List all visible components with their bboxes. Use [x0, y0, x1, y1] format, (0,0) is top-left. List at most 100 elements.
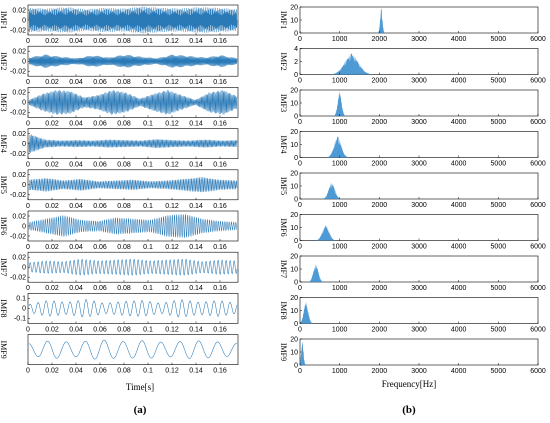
x-tick-label: 2000	[372, 244, 388, 251]
axes-frame	[299, 255, 539, 283]
y-tick-label: -0.02	[10, 233, 26, 240]
imf-spectrum	[300, 263, 538, 282]
y-tick-label: 0.02	[12, 49, 26, 56]
x-tick-label: 0.14	[189, 285, 203, 292]
x-tick-label: 3000	[411, 285, 427, 292]
x-tick-label: 0	[298, 119, 302, 126]
x-tick-label: 6000	[530, 119, 546, 126]
imf-label: IMF8	[279, 301, 288, 319]
x-tick-label: 5000	[491, 119, 507, 126]
y-tick-label: 0	[22, 265, 26, 272]
imf-waveform	[28, 90, 238, 115]
x-tick-label: 0	[26, 203, 30, 210]
axes-frame	[299, 48, 539, 75]
x-tick-label: 0.1	[143, 79, 153, 86]
x-tick-label: 0	[26, 120, 30, 127]
x-tick-label: 0.12	[165, 79, 179, 86]
x-tick-label: 3000	[411, 78, 427, 85]
imf-spectrum	[300, 136, 538, 158]
x-tick-label: 0.06	[93, 368, 107, 375]
imf-label: IMF4	[279, 135, 288, 153]
y-tick-label: 20	[290, 253, 298, 260]
imf-spectrum	[300, 53, 538, 75]
axes-frame	[27, 334, 239, 365]
y-tick-label: 10	[290, 266, 298, 273]
x-tick-label: 5000	[491, 244, 507, 251]
x-tick-label: 0.14	[189, 244, 203, 251]
x-tick-label: 4000	[451, 119, 467, 126]
x-tick-label: 0.04	[69, 162, 83, 169]
y-tick-label: 10	[290, 225, 298, 232]
y-tick-label: 10	[290, 349, 298, 356]
y-tick-label: -0.02	[10, 110, 26, 117]
y-tick-label: 0.02	[12, 213, 26, 220]
x-tick-label: 0.02	[45, 244, 59, 251]
y-tick-label: 0	[22, 306, 26, 313]
x-tick-label: 0.14	[189, 326, 203, 333]
x-tick-label: 0.06	[93, 244, 107, 251]
y-tick-label: 0	[294, 113, 298, 120]
x-tick-label: 4000	[451, 202, 467, 209]
x-tick-label: 0	[26, 244, 30, 251]
y-tick-label: 20	[290, 4, 298, 11]
panel-a-subplot-imf9: IMF9 0 0.02 0.04 0.06 0.08 0.1 0.12 0.14 0.16	[0, 334, 239, 375]
y-tick-label: 0	[294, 30, 298, 37]
imf-spectrum	[300, 301, 538, 324]
imf-label: IMF6	[279, 218, 288, 236]
x-tick-label: 0	[26, 38, 30, 45]
panel-b-x-axis-title: Frequency[Hz]	[382, 379, 436, 389]
x-tick-label: 0.14	[189, 162, 203, 169]
x-tick-label: 1000	[332, 244, 348, 251]
x-tick-label: 3000	[411, 368, 427, 375]
imf-waveform	[28, 299, 238, 318]
axes-frame	[299, 89, 539, 117]
imf-label: IMF9	[0, 340, 8, 358]
y-tick-label: -0.02	[10, 275, 26, 282]
y-tick-label: 0	[294, 238, 298, 245]
y-tick-label: 20	[290, 170, 298, 177]
x-tick-label: 0.14	[189, 203, 203, 210]
x-tick-label: 0	[26, 285, 30, 292]
y-tick-label: 0	[294, 196, 298, 203]
imf-label: IMF6	[0, 217, 8, 235]
y-tick-label: 2	[294, 59, 298, 66]
y-tick-label: 4	[294, 46, 298, 53]
x-tick-label: 1000	[332, 327, 348, 334]
axes-frame	[299, 6, 539, 34]
x-tick-label: 0.12	[165, 162, 179, 169]
x-tick-label: 0.06	[93, 120, 107, 127]
x-tick-label: 4000	[451, 368, 467, 375]
caption-b: (b)	[402, 404, 416, 416]
x-tick-label: 5000	[491, 78, 507, 85]
x-tick-label: 0.02	[45, 79, 59, 86]
imf-waveform	[28, 54, 238, 68]
axes-frame	[299, 338, 539, 366]
x-tick-label: 0.06	[93, 285, 107, 292]
x-tick-label: 3000	[411, 161, 427, 168]
imf-waveform	[28, 258, 238, 276]
x-tick-label: 0.02	[45, 203, 59, 210]
x-tick-label: 0.02	[45, 285, 59, 292]
panel-b-subplot-imf2: IMF2 4 2 00 1000 2000 3000 4000 5000 6000	[279, 46, 546, 85]
imf-waveform	[28, 177, 238, 193]
x-tick-label: 0.14	[189, 38, 203, 45]
x-tick-label: 0.02	[45, 368, 59, 375]
x-tick-label: 0.1	[143, 244, 153, 251]
x-tick-label: 0.04	[69, 285, 83, 292]
x-tick-label: 3000	[411, 202, 427, 209]
y-tick-label: 20	[290, 129, 298, 136]
x-tick-label: 5000	[491, 285, 507, 292]
imf-waveform	[28, 339, 238, 360]
x-tick-label: 2000	[372, 161, 388, 168]
x-tick-label: 1000	[332, 161, 348, 168]
y-tick-label: -0.02	[10, 151, 26, 158]
x-tick-label: 0.08	[117, 285, 131, 292]
